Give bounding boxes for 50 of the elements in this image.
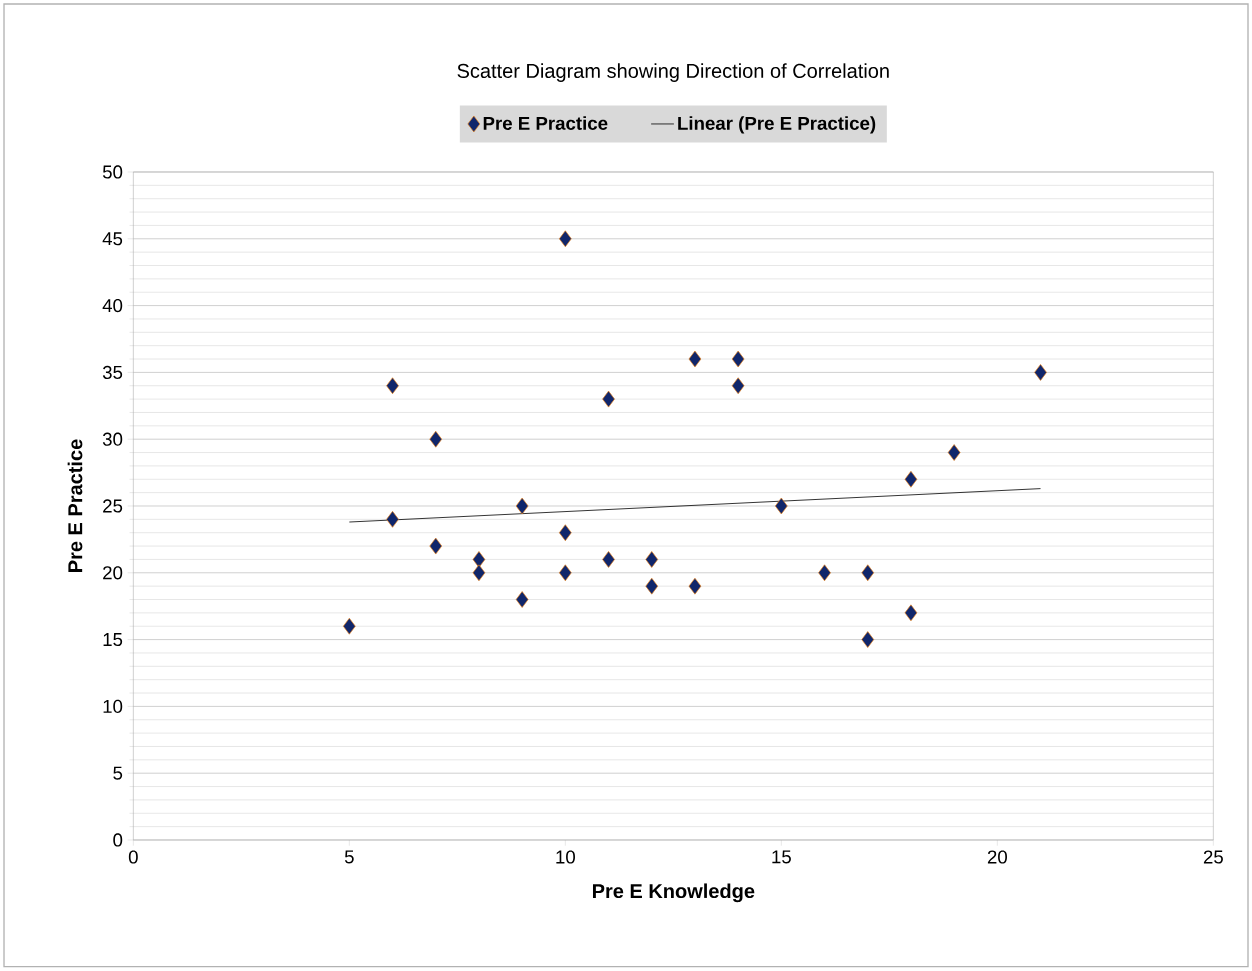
x-tick-label: 0 (128, 850, 138, 864)
point (688, 350, 702, 368)
x-tick-label: 20 (987, 850, 1007, 864)
point (472, 551, 486, 568)
point (343, 618, 356, 635)
point (429, 431, 443, 448)
point (861, 564, 875, 582)
point (688, 577, 702, 595)
point (947, 444, 961, 462)
point (904, 471, 918, 488)
y-tick-label: 15 (103, 633, 123, 647)
x-tick-label: 25 (1203, 850, 1223, 864)
legend-label: Linear (Pre E Practice) (678, 116, 876, 134)
legend-label: Pre E Practice (483, 116, 608, 131)
y-tick-label: 45 (102, 232, 123, 246)
point (731, 350, 745, 368)
point (472, 564, 486, 582)
y-tick-label: 0 (113, 833, 123, 847)
point (602, 551, 615, 568)
chart-title: Scatter Diagram showing Direction of Correlation (457, 63, 889, 83)
y-tick-label: 40 (102, 299, 123, 313)
y-axis-title: Pre E Practice (67, 439, 83, 573)
point (818, 564, 831, 582)
point (602, 390, 615, 408)
point (775, 497, 788, 515)
point (386, 511, 399, 528)
y-tick-label: 20 (103, 566, 123, 580)
y-tick-label: 50 (102, 165, 123, 179)
point (559, 524, 572, 542)
point (515, 497, 529, 515)
x-tick-label: 15 (772, 850, 791, 864)
x-tick-label: 5 (344, 850, 354, 864)
point (861, 631, 875, 649)
x-tick-label: 10 (556, 850, 575, 864)
point (559, 230, 572, 248)
y-tick-label: 5 (113, 766, 123, 780)
point (645, 577, 659, 595)
point (1034, 364, 1047, 381)
point (515, 591, 529, 609)
y-tick-label: 35 (102, 365, 123, 380)
y-tick-label: 10 (103, 699, 123, 714)
point (559, 564, 572, 582)
point (731, 377, 745, 395)
point (645, 551, 659, 568)
point (386, 377, 399, 395)
y-tick-label: 25 (103, 499, 123, 513)
point (429, 537, 443, 555)
point (904, 604, 918, 622)
x-axis-title: Pre E Knowledge (592, 883, 755, 903)
y-tick-label: 30 (102, 432, 123, 446)
